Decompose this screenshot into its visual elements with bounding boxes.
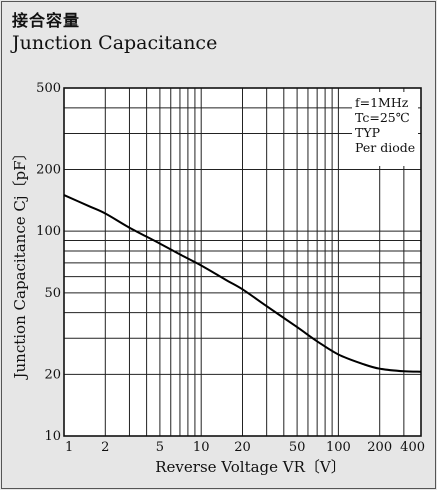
- annotation-box: [352, 92, 418, 166]
- x-tick-label: 100: [326, 440, 351, 455]
- chart-title-english: Junction Capacitance: [12, 32, 218, 54]
- y-tick-label: 50: [44, 286, 61, 301]
- annotation-text: f=1MHz: [355, 95, 409, 110]
- x-tick-label: 400: [400, 440, 425, 455]
- y-tick-label: 100: [36, 224, 61, 239]
- x-tick-label: 20: [234, 440, 251, 455]
- y-tick-label: 20: [44, 367, 61, 382]
- x-tick-label: 10: [193, 440, 210, 455]
- annotation-text: Tc=25℃: [355, 110, 410, 125]
- x-tick-label: 50: [289, 440, 306, 455]
- y-tick-label: 10: [44, 429, 61, 444]
- plot-border: [63, 87, 422, 437]
- series-line: [63, 194, 422, 373]
- x-tick-label: 200: [367, 440, 392, 455]
- annotation-text: Per diode: [355, 140, 415, 155]
- y-tick-label: 500: [36, 81, 61, 96]
- y-tick-label: 200: [36, 163, 61, 178]
- x-tick-label: 2: [101, 440, 109, 455]
- x-tick-label: 1: [65, 440, 73, 455]
- y-axis-label: Junction Capacitance Cj〔pF〕: [11, 146, 29, 381]
- x-axis-label: Reverse Voltage VR〔V〕: [155, 458, 346, 476]
- x-tick-label: 5: [156, 440, 164, 455]
- annotation-text: TYP: [355, 125, 380, 140]
- chart-title-japanese: 接合容量: [12, 11, 81, 30]
